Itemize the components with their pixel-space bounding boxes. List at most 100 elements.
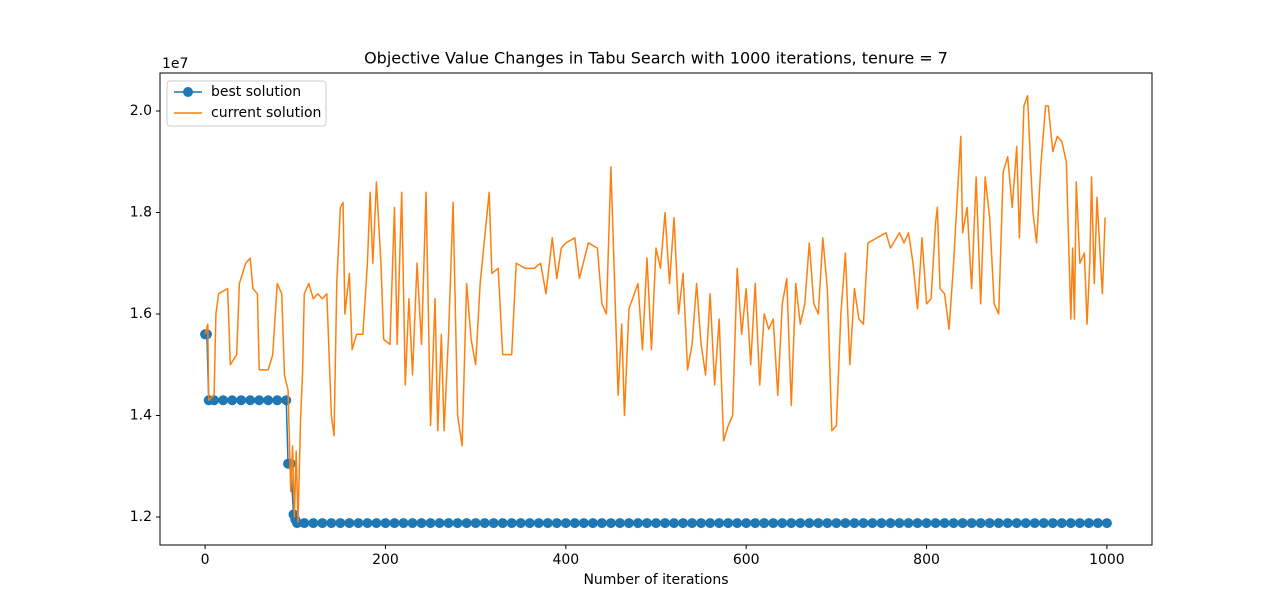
data-point (641, 518, 652, 529)
data-point (497, 518, 508, 529)
data-point (804, 518, 815, 529)
data-point (975, 518, 986, 529)
data-point (930, 518, 941, 529)
data-point (750, 518, 761, 529)
data-point (434, 518, 445, 529)
data-point (966, 518, 977, 529)
x-tick-label: 800 (913, 552, 940, 568)
plot-area (200, 95, 1112, 529)
y-tick-label: 1.4 (130, 407, 152, 423)
data-point (840, 518, 851, 529)
data-point (299, 518, 310, 529)
data-point (292, 518, 303, 529)
data-point (560, 518, 571, 529)
data-point (651, 518, 661, 529)
data-point (407, 518, 418, 529)
legend-label: current solution (211, 105, 321, 121)
data-point (488, 518, 499, 529)
data-point (263, 395, 274, 406)
data-point (308, 518, 319, 529)
data-point (632, 518, 643, 529)
y-tick-label: 2.0 (130, 103, 152, 119)
data-point (876, 518, 887, 529)
legend-box (166, 80, 327, 127)
data-point (533, 518, 544, 529)
data-point (1065, 518, 1076, 529)
data-point (236, 395, 247, 406)
data-point (1047, 518, 1058, 529)
y-offset-label: 1e7 (162, 56, 188, 72)
data-point (678, 518, 689, 529)
data-point (479, 518, 490, 529)
y-tick-label: 1.6 (130, 306, 152, 322)
legend-marker (183, 87, 193, 97)
data-point (218, 395, 229, 406)
data-point (389, 518, 400, 529)
data-point (470, 518, 481, 529)
data-point (948, 518, 959, 529)
data-point (371, 518, 382, 529)
data-point (984, 518, 995, 529)
data-point (254, 395, 265, 406)
data-point (506, 518, 517, 529)
chart-title: Objective Value Changes in Tabu Search w… (364, 49, 948, 68)
data-point (921, 518, 932, 529)
series-line (204, 95, 1106, 523)
x-tick-label: 1000 (1089, 552, 1125, 568)
data-point (461, 518, 472, 529)
data-point (416, 518, 427, 529)
data-point (569, 518, 580, 529)
data-point (326, 518, 337, 529)
data-point (939, 518, 950, 529)
data-point (885, 518, 896, 529)
data-point (660, 518, 671, 529)
data-point (578, 518, 589, 529)
data-point (993, 518, 1004, 529)
data-point (1038, 518, 1049, 529)
x-tick-label: 200 (372, 552, 399, 568)
data-point (353, 518, 364, 529)
axes-frame (159, 72, 1153, 546)
data-point (723, 518, 734, 529)
data-point (867, 518, 878, 529)
data-point (1092, 518, 1103, 529)
data-point (614, 518, 625, 529)
data-point (831, 518, 842, 529)
data-point (1002, 518, 1013, 529)
data-point (201, 329, 212, 340)
data-point (227, 395, 238, 406)
data-point (317, 518, 328, 529)
data-point (813, 518, 824, 529)
data-point (903, 518, 914, 529)
data-point (281, 395, 292, 406)
data-point (732, 518, 743, 529)
data-point (822, 518, 833, 529)
y-tick-label: 1.2 (130, 509, 152, 525)
data-point (542, 518, 553, 529)
data-point (398, 518, 409, 529)
data-point (768, 518, 779, 529)
y-tick-label: 1.8 (130, 205, 152, 221)
data-point (515, 518, 526, 529)
data-point (551, 518, 562, 529)
data-point (209, 395, 220, 406)
data-point (1074, 518, 1085, 529)
data-point (1056, 518, 1067, 529)
data-point (605, 518, 616, 529)
data-point (1101, 518, 1112, 529)
data-point (425, 518, 436, 529)
data-point (894, 518, 905, 529)
data-point (596, 518, 607, 529)
data-point (272, 395, 283, 406)
x-axis-label: Number of iterations (583, 572, 728, 588)
data-point (696, 518, 707, 529)
data-point (524, 518, 535, 529)
data-point (587, 518, 598, 529)
data-point (1083, 518, 1094, 529)
data-point (1029, 518, 1040, 529)
data-point (759, 518, 770, 529)
data-point (452, 518, 463, 529)
data-point (623, 518, 634, 529)
data-point (344, 518, 355, 529)
